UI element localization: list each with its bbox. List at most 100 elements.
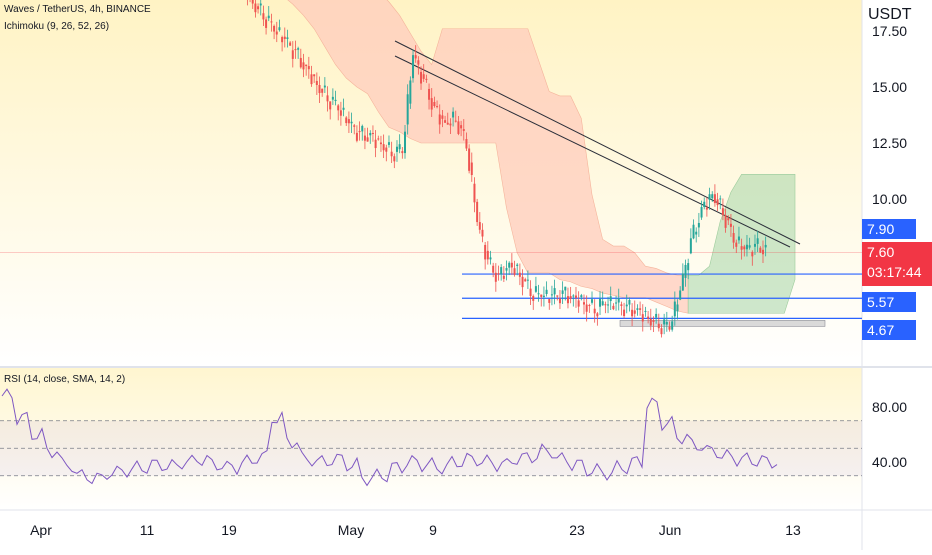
candle-body bbox=[366, 137, 369, 142]
candle-body bbox=[617, 298, 620, 303]
candle-body bbox=[505, 268, 508, 271]
candle-body bbox=[599, 298, 602, 307]
candle-body bbox=[609, 296, 612, 302]
candle-body bbox=[564, 286, 567, 291]
rsi-pane-background bbox=[0, 368, 862, 510]
candle-body bbox=[318, 85, 321, 94]
candle-body bbox=[492, 265, 495, 273]
candle-body bbox=[510, 262, 513, 268]
candle-body bbox=[281, 37, 284, 43]
candle-body bbox=[540, 294, 543, 297]
candle-body bbox=[254, 3, 257, 13]
time-tick-label: 23 bbox=[569, 522, 585, 538]
candle-body bbox=[657, 323, 660, 329]
candle-body bbox=[409, 80, 412, 104]
candle-body bbox=[751, 251, 754, 257]
candle-body bbox=[265, 19, 268, 28]
rsi-tick-label: 80.00 bbox=[872, 399, 907, 415]
rsi-tick-label: 40.00 bbox=[872, 454, 907, 470]
candle-body bbox=[759, 247, 762, 253]
candle-body bbox=[363, 135, 366, 141]
candle-body bbox=[756, 238, 759, 244]
candle-body bbox=[369, 132, 372, 136]
candle-body bbox=[548, 299, 551, 303]
candle-body bbox=[347, 119, 350, 124]
candle-body bbox=[470, 162, 473, 176]
candle-body bbox=[534, 286, 537, 292]
candle-body bbox=[446, 122, 449, 125]
candle-body bbox=[713, 194, 716, 204]
candle-body bbox=[350, 121, 353, 124]
candle-body bbox=[684, 264, 687, 278]
candle-body bbox=[323, 85, 326, 88]
candle-body bbox=[299, 57, 302, 68]
level-tag-lower: 4.67 bbox=[862, 320, 916, 340]
rsi-axis[interactable]: 80.00 40.00 bbox=[872, 399, 907, 470]
candle-body bbox=[428, 88, 431, 100]
candle-body bbox=[537, 293, 540, 295]
candle-body bbox=[425, 78, 428, 80]
candle-body bbox=[473, 183, 476, 203]
candle-body bbox=[412, 55, 415, 79]
candle-body bbox=[452, 111, 455, 118]
time-tick-label: 11 bbox=[140, 522, 155, 538]
candle-body bbox=[620, 304, 623, 306]
candle-body bbox=[572, 295, 575, 297]
candle-body bbox=[582, 302, 585, 305]
candle-body bbox=[593, 308, 596, 314]
candle-body bbox=[553, 288, 556, 295]
candle-body bbox=[307, 66, 310, 70]
candle-body bbox=[286, 37, 289, 40]
candle-body bbox=[700, 207, 703, 218]
candle-body bbox=[580, 295, 583, 298]
candle-body bbox=[385, 147, 388, 152]
candle-body bbox=[393, 156, 396, 162]
candle-body bbox=[377, 138, 380, 140]
candle-body bbox=[297, 48, 300, 50]
candle-body bbox=[526, 279, 529, 281]
trendlines bbox=[394, 40, 801, 248]
candle-body bbox=[561, 290, 564, 294]
candle-body bbox=[486, 250, 489, 260]
candle-body bbox=[668, 326, 671, 330]
candle-body bbox=[310, 74, 313, 85]
candle-body bbox=[379, 142, 382, 145]
candle-body bbox=[681, 273, 684, 291]
candle-body bbox=[601, 301, 604, 306]
candle-body bbox=[649, 318, 652, 326]
candle-body bbox=[257, 6, 260, 10]
candle-body bbox=[692, 224, 695, 239]
candle-body bbox=[339, 110, 342, 116]
candle-body bbox=[321, 88, 324, 93]
candle-body bbox=[449, 123, 452, 126]
time-tick-label: May bbox=[338, 522, 364, 538]
candle-body bbox=[436, 106, 439, 108]
candle-body bbox=[574, 295, 577, 298]
candle-body bbox=[748, 245, 751, 248]
candle-body bbox=[460, 125, 463, 129]
candle-body bbox=[735, 242, 738, 247]
candle-body bbox=[724, 215, 727, 228]
candle-body bbox=[484, 244, 487, 260]
candle-body bbox=[740, 246, 743, 250]
candle-body bbox=[604, 304, 607, 306]
candle-body bbox=[753, 243, 756, 247]
candle-body bbox=[532, 295, 535, 301]
candle-body bbox=[697, 222, 700, 228]
candle-body bbox=[422, 74, 425, 79]
candle-body bbox=[342, 107, 345, 110]
candle-body bbox=[291, 50, 294, 59]
candle-body bbox=[361, 125, 364, 132]
price-axis[interactable]: 17.50 15.00 12.50 10.00 bbox=[872, 23, 907, 207]
candle-body bbox=[337, 105, 340, 111]
candle-body bbox=[353, 125, 356, 127]
candle-body bbox=[401, 151, 404, 154]
candle-body bbox=[502, 275, 505, 279]
trendline-lower bbox=[394, 55, 791, 248]
level-tag-middle: 5.57 bbox=[862, 292, 916, 312]
price-tick-label: 10.00 bbox=[872, 191, 907, 207]
time-axis[interactable]: Apr 11 19 May 9 23 Jun 13 bbox=[30, 522, 801, 538]
candle-body bbox=[278, 27, 281, 31]
